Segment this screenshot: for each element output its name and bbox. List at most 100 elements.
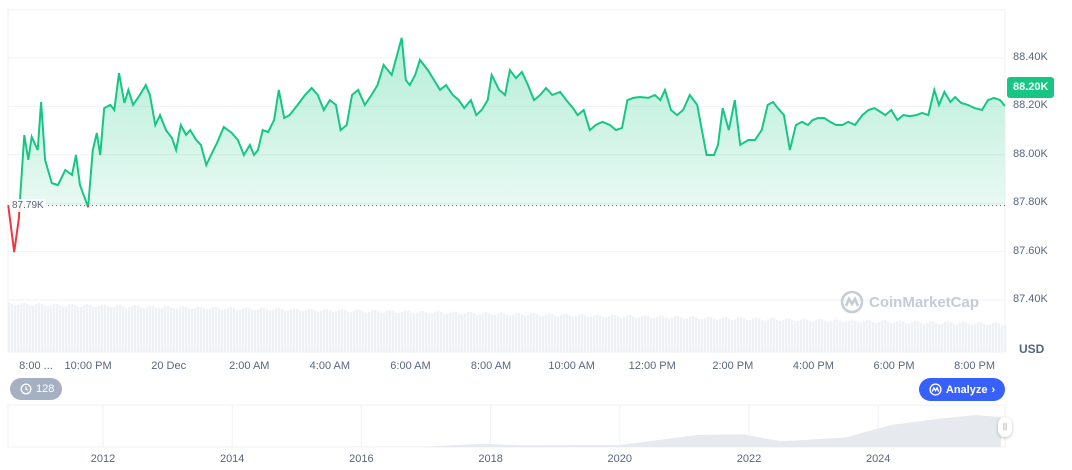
volume-bar bbox=[455, 312, 458, 352]
volume-bar bbox=[518, 313, 521, 352]
volume-bar bbox=[941, 323, 944, 352]
x-tick-label: 2:00 AM bbox=[229, 360, 270, 372]
volume-bar bbox=[59, 305, 62, 352]
volume-bar bbox=[326, 308, 329, 352]
volume-bar bbox=[215, 306, 218, 352]
volume-bar bbox=[686, 318, 689, 352]
volume-bar bbox=[302, 311, 305, 352]
analyze-icon bbox=[929, 383, 942, 396]
volume-bar bbox=[731, 319, 734, 352]
volume-bar bbox=[851, 319, 854, 352]
volume-bars bbox=[8, 302, 1007, 352]
volume-bar bbox=[113, 306, 116, 352]
volume-bar bbox=[356, 309, 359, 352]
volume-bar bbox=[938, 324, 941, 352]
volume-bar bbox=[803, 318, 806, 352]
volume-bar bbox=[26, 304, 29, 352]
volume-bar bbox=[197, 306, 200, 352]
navigator[interactable] bbox=[7, 404, 1006, 448]
price-line-up bbox=[7, 37, 1006, 206]
volume-bar bbox=[305, 310, 308, 352]
history-button[interactable]: 128 bbox=[10, 378, 63, 400]
volume-bar bbox=[950, 322, 953, 352]
volume-bar bbox=[344, 310, 347, 352]
volume-bar bbox=[20, 303, 23, 352]
volume-bar bbox=[185, 307, 188, 352]
navigator-handle[interactable]: || bbox=[998, 417, 1012, 437]
volume-bar bbox=[119, 304, 122, 352]
analyze-button[interactable]: Analyze › bbox=[919, 378, 1005, 401]
volume-bar bbox=[506, 314, 509, 352]
volume-bar bbox=[632, 316, 635, 352]
volume-bar bbox=[38, 303, 41, 352]
volume-bar bbox=[200, 306, 203, 352]
volume-bar bbox=[734, 319, 737, 352]
current-price-badge: 88.20K bbox=[1007, 77, 1055, 98]
volume-bar bbox=[203, 308, 206, 352]
volume-bar bbox=[929, 321, 932, 352]
volume-bar bbox=[884, 320, 887, 352]
volume-bar bbox=[530, 313, 533, 352]
volume-bar bbox=[68, 304, 71, 352]
volume-bar bbox=[320, 310, 323, 352]
volume-bar bbox=[515, 312, 518, 352]
volume-bar bbox=[257, 309, 260, 352]
volume-bar bbox=[893, 322, 896, 352]
volume-bar bbox=[629, 315, 632, 352]
volume-bar bbox=[989, 324, 992, 352]
volume-bar bbox=[365, 312, 368, 352]
volume-bar bbox=[317, 311, 320, 352]
volume-bar bbox=[869, 320, 872, 352]
volume-bar bbox=[14, 305, 17, 352]
volume-bar bbox=[41, 303, 44, 352]
volume-bar bbox=[446, 314, 449, 352]
volume-bar bbox=[122, 306, 125, 352]
x-tick-label: 10:00 PM bbox=[64, 360, 112, 372]
volume-bar bbox=[146, 306, 149, 352]
volume-bar bbox=[788, 318, 791, 352]
volume-bar bbox=[737, 317, 740, 352]
volume-bar bbox=[389, 310, 392, 352]
volume-bar bbox=[176, 308, 179, 352]
volume-bar bbox=[566, 314, 569, 352]
volume-bar bbox=[593, 315, 596, 352]
volume-bar bbox=[65, 305, 68, 352]
volume-bar bbox=[467, 312, 470, 352]
volume-bar bbox=[47, 306, 50, 352]
x-tick-label: 8:00 ... bbox=[19, 360, 53, 372]
volume-bar bbox=[239, 309, 242, 352]
volume-bar bbox=[86, 304, 89, 352]
x-tick-label: 2:00 PM bbox=[712, 360, 754, 372]
volume-bar bbox=[398, 313, 401, 352]
volume-bar bbox=[323, 309, 326, 352]
volume-bar bbox=[224, 309, 227, 352]
volume-bar bbox=[779, 320, 782, 352]
volume-bar bbox=[431, 313, 434, 352]
volume-bar bbox=[371, 310, 374, 352]
volume-bar bbox=[164, 306, 167, 352]
volume-bar bbox=[404, 310, 407, 352]
volume-bar bbox=[773, 318, 776, 352]
navigator-year-label: 2018 bbox=[478, 453, 503, 465]
volume-bar bbox=[824, 320, 827, 352]
volume-bar bbox=[992, 322, 995, 352]
volume-bar bbox=[473, 313, 476, 352]
volume-bar bbox=[386, 311, 389, 352]
volume-bar bbox=[461, 314, 464, 352]
volume-bar bbox=[755, 317, 758, 352]
volume-bar bbox=[767, 319, 770, 352]
volume-bar bbox=[578, 314, 581, 352]
volume-bar bbox=[236, 309, 239, 352]
volume-bar bbox=[533, 313, 536, 352]
volume-bar bbox=[335, 311, 338, 352]
volume-bar bbox=[440, 312, 443, 352]
volume-bar bbox=[662, 316, 665, 352]
volume-bar bbox=[71, 303, 74, 352]
volume-bar bbox=[902, 321, 905, 352]
volume-bar bbox=[617, 316, 620, 352]
x-tick-label: 10:00 AM bbox=[548, 360, 595, 372]
x-tick-label: 8:00 AM bbox=[470, 360, 512, 372]
watermark: CoinMarketCap bbox=[840, 290, 979, 314]
volume-bar bbox=[899, 320, 902, 352]
volume-bar bbox=[476, 314, 479, 352]
